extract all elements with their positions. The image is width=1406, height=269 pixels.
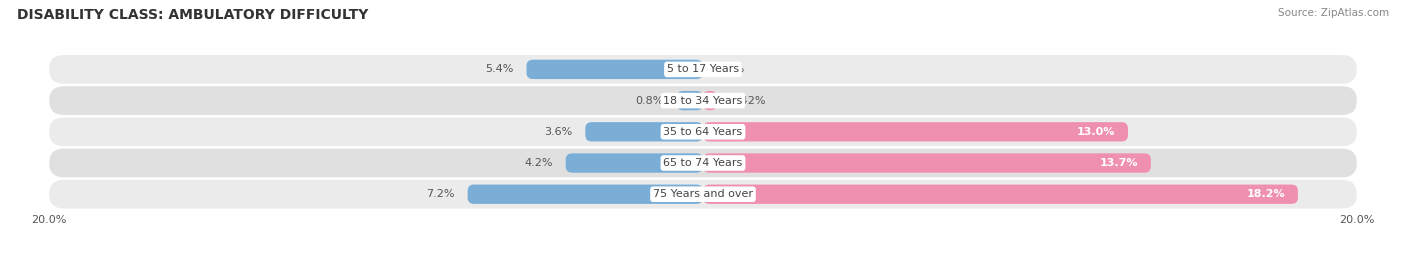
- FancyBboxPatch shape: [565, 153, 703, 173]
- Text: 5.4%: 5.4%: [485, 64, 513, 75]
- FancyBboxPatch shape: [585, 122, 703, 141]
- Legend: Male, Female: Male, Female: [638, 266, 768, 269]
- FancyBboxPatch shape: [49, 149, 1357, 177]
- Text: 35 to 64 Years: 35 to 64 Years: [664, 127, 742, 137]
- Text: Source: ZipAtlas.com: Source: ZipAtlas.com: [1278, 8, 1389, 18]
- FancyBboxPatch shape: [526, 60, 703, 79]
- Text: 0.42%: 0.42%: [730, 95, 765, 106]
- Text: 18.2%: 18.2%: [1246, 189, 1285, 199]
- Text: 7.2%: 7.2%: [426, 189, 454, 199]
- Text: 18 to 34 Years: 18 to 34 Years: [664, 95, 742, 106]
- FancyBboxPatch shape: [49, 180, 1357, 208]
- Text: 75 Years and over: 75 Years and over: [652, 189, 754, 199]
- FancyBboxPatch shape: [49, 86, 1357, 115]
- FancyBboxPatch shape: [676, 91, 703, 110]
- FancyBboxPatch shape: [468, 185, 703, 204]
- FancyBboxPatch shape: [49, 118, 1357, 146]
- Text: DISABILITY CLASS: AMBULATORY DIFFICULTY: DISABILITY CLASS: AMBULATORY DIFFICULTY: [17, 8, 368, 22]
- FancyBboxPatch shape: [703, 91, 717, 110]
- Text: 5 to 17 Years: 5 to 17 Years: [666, 64, 740, 75]
- Text: 13.0%: 13.0%: [1077, 127, 1115, 137]
- FancyBboxPatch shape: [703, 122, 1128, 141]
- Text: 0.8%: 0.8%: [636, 95, 664, 106]
- FancyBboxPatch shape: [49, 55, 1357, 84]
- Text: 13.7%: 13.7%: [1099, 158, 1137, 168]
- Text: 65 to 74 Years: 65 to 74 Years: [664, 158, 742, 168]
- Text: 0.0%: 0.0%: [716, 64, 744, 75]
- Text: 3.6%: 3.6%: [544, 127, 572, 137]
- FancyBboxPatch shape: [703, 153, 1152, 173]
- FancyBboxPatch shape: [703, 185, 1298, 204]
- Text: 4.2%: 4.2%: [524, 158, 553, 168]
